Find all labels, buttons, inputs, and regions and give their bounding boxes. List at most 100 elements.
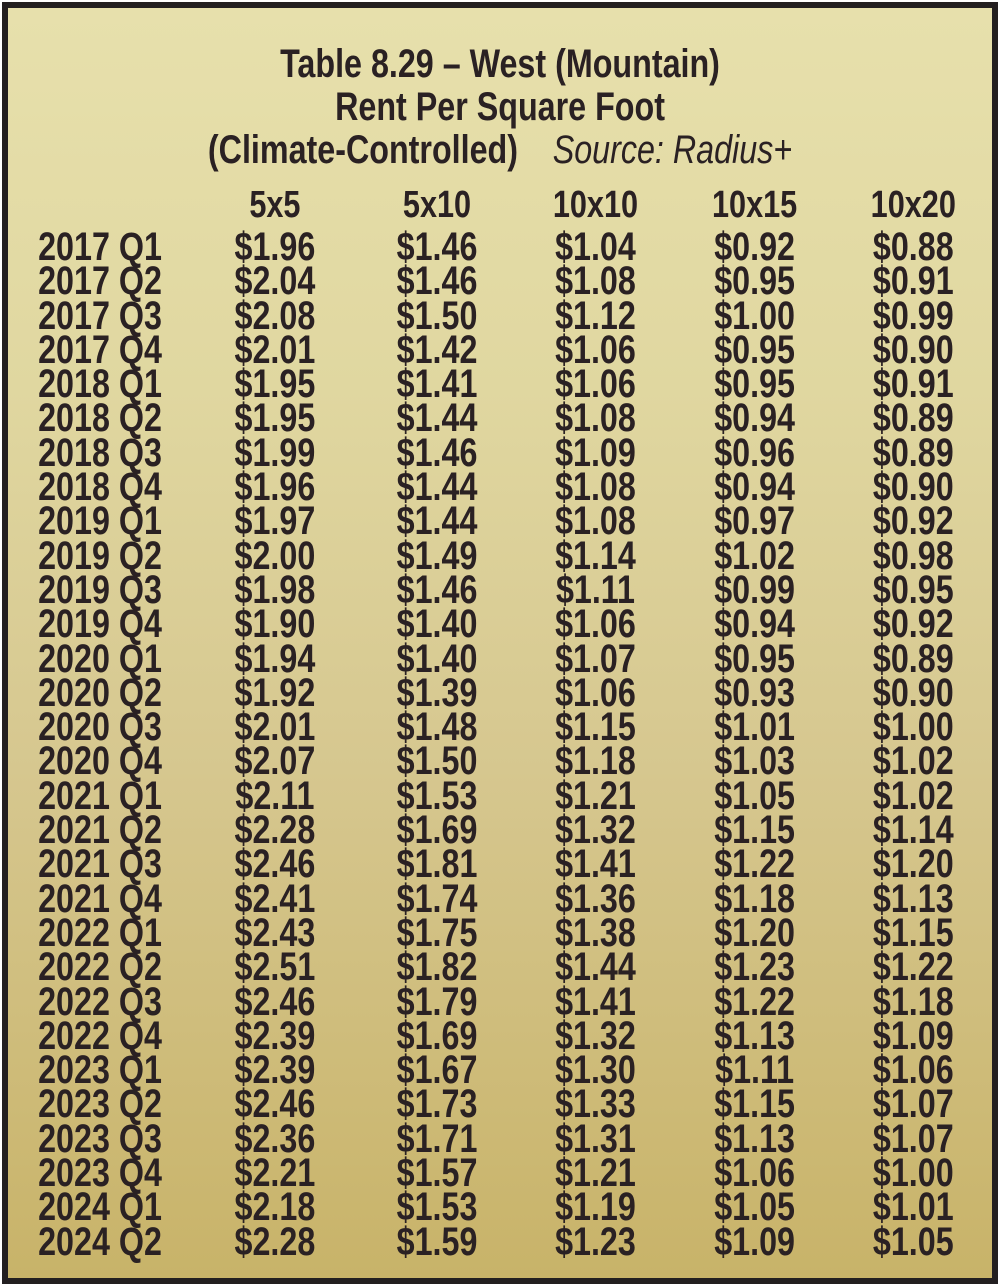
cell-value: $1.09 [872,1013,954,1058]
cell-value: $1.73 [396,1082,478,1127]
row-label: 2019 Q1 [38,499,162,544]
cell-value: $0.92 [872,499,954,544]
cell-value: $2.00 [234,533,316,578]
table-row: 2023 Q3 $2.36 $1.71 $1.31 $1.13 $1.07 [8,1116,992,1161]
cell-value: $1.15 [555,705,636,750]
cell-value: $1.44 [396,499,478,544]
cell-value: $1.18 [555,739,636,784]
cell-value: $1.95 [234,362,316,407]
cell-value: $1.11 [555,567,635,612]
cell-value: $1.00 [872,1151,954,1196]
table-row: 2019 Q3 $1.98 $1.46 $1.11 $0.99 $0.95 [8,567,992,612]
cell-value: $1.02 [872,773,954,818]
table-row: 2017 Q3 $2.08 $1.50 $1.12 $1.00 $0.99 [8,295,992,335]
table-row: 2020 Q4 $2.07 $1.50 $1.18 $1.03 $1.02 [8,739,992,784]
table-row: 2023 Q2 $2.46 $1.73 $1.33 $1.15 $1.07 [8,1082,992,1127]
cell-value: $1.53 [396,1185,478,1230]
cell-value: $2.46 [234,842,316,887]
cell-value: $1.30 [555,1048,636,1093]
cell-value: $1.75 [396,910,478,955]
row-label: 2023 Q2 [38,1082,162,1127]
cell-value: $1.49 [396,533,478,578]
row-label: 2023 Q4 [38,1151,162,1196]
row-label: 2019 Q3 [38,567,162,612]
table-row: 2018 Q4 $1.96 $1.44 $1.08 $0.94 $0.90 [8,465,992,510]
cell-value: $1.08 [555,396,636,441]
table-row: 2019 Q4 $1.90 $1.40 $1.06 $0.94 $0.92 [8,602,992,647]
cell-value: $2.18 [234,1185,316,1230]
row-label: 2020 Q2 [38,670,162,715]
cell-value: $1.48 [396,705,478,750]
row-label: 2017 Q1 [38,225,162,269]
cell-value: $0.95 [714,259,795,304]
cell-value: $0.94 [714,602,795,647]
cell-value: $1.02 [714,533,795,578]
table-row: 2023 Q1 $2.39 $1.67 $1.30 $1.11 $1.06 [8,1048,992,1093]
cell-value: $1.20 [714,910,795,955]
cell-value: $2.46 [234,979,316,1024]
cell-value: $1.39 [396,670,478,715]
cell-value: $1.07 [872,1116,954,1161]
cell-value: $1.13 [714,1116,795,1161]
cell-value: $1.05 [714,773,795,818]
table-row: 2017 Q2 $2.04 $1.46 $1.08 $0.95 $0.91 [8,259,992,304]
cell-value: $1.23 [555,1219,636,1264]
cell-value: $1.06 [555,327,636,372]
cell-value: $1.69 [396,808,478,853]
cell-value: $2.39 [234,1013,316,1058]
cell-value: $1.06 [555,602,636,647]
cell-value: $1.04 [555,225,636,269]
table-row: 2021 Q1 $2.11 $1.53 $1.21 $1.05 $1.02 [8,773,992,818]
cell-value: $0.96 [714,430,795,475]
row-label: 2018 Q4 [38,465,162,510]
cell-value: $0.95 [714,327,795,372]
cell-value: $1.06 [555,362,636,407]
cell-value: $1.19 [555,1185,636,1230]
cell-value: $1.05 [872,1219,954,1264]
cell-value: $1.90 [234,602,316,647]
table-row: 2021 Q2 $2.28 $1.69 $1.32 $1.15 $1.14 [8,808,992,853]
cell-value: $1.01 [714,705,795,750]
cell-value: $1.22 [714,979,795,1024]
cell-value: $1.33 [555,1082,636,1127]
cell-value: $0.89 [872,430,954,475]
cell-value: $2.28 [234,1219,316,1264]
table-row: 2022 Q1 $2.43 $1.75 $1.38 $1.20 $1.15 [8,910,992,955]
table-row: 2018 Q1 $1.95 $1.41 $1.06 $0.95 $0.91 [8,362,992,407]
cell-value: $0.89 [872,396,954,441]
cell-value: $1.01 [872,1185,954,1230]
row-label: 2020 Q1 [38,636,162,681]
cell-value: $1.44 [396,396,478,441]
cell-value: $1.07 [555,636,636,681]
cell-value: $1.15 [714,1082,795,1127]
row-label: 2018 Q3 [38,430,162,475]
cell-value: $1.41 [555,979,636,1024]
cell-value: $1.08 [555,465,636,510]
cell-value: $1.15 [872,910,954,955]
cell-value: $1.57 [396,1151,478,1196]
cell-value: $0.88 [872,225,954,269]
cell-value: $0.97 [714,499,795,544]
cell-value: $1.08 [555,499,636,544]
cell-value: $1.22 [714,842,795,887]
table-row: 2018 Q3 $1.99 $1.46 $1.09 $0.96 $0.89 [8,430,992,475]
cell-value: $1.95 [234,396,316,441]
cell-value: $1.31 [555,1116,636,1161]
row-label: 2024 Q2 [38,1219,162,1264]
cell-value: $1.06 [714,1151,795,1196]
row-label: 2021 Q3 [38,842,162,887]
cell-value: $2.36 [234,1116,316,1161]
cell-value: $1.14 [872,808,954,853]
title-line-2: Rent Per Square Foot [335,85,665,129]
cell-value: $2.07 [234,739,316,784]
title-line-3: (Climate-Controlled) [207,128,519,172]
cell-value: $1.69 [396,1013,478,1058]
cell-value: $0.95 [872,567,954,612]
cell-value: $1.96 [234,225,316,269]
cell-value: $1.40 [396,602,478,647]
cell-value: $0.92 [872,602,954,647]
cell-value: $0.89 [872,636,954,681]
cell-value: $1.02 [872,739,954,784]
cell-value: $1.00 [872,705,954,750]
cell-value: $1.97 [234,499,316,544]
